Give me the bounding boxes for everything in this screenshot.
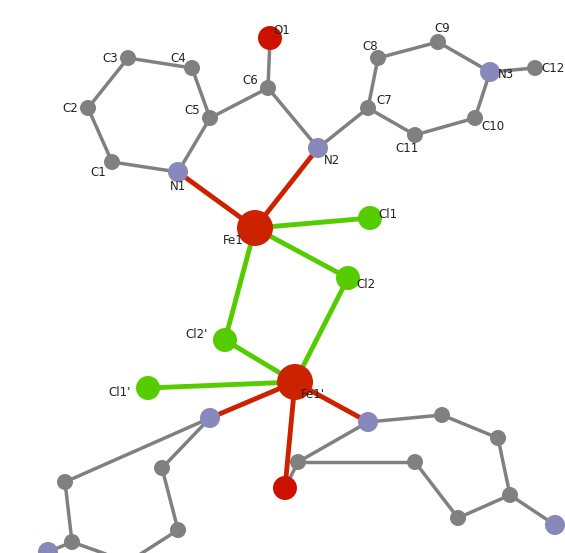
Circle shape (336, 266, 360, 290)
Circle shape (184, 60, 200, 76)
Text: N2: N2 (324, 154, 340, 166)
Text: Cl1: Cl1 (379, 207, 398, 221)
Text: C4: C4 (170, 53, 186, 65)
Text: Cl2: Cl2 (357, 278, 376, 290)
Text: C1: C1 (90, 165, 106, 179)
Circle shape (170, 522, 186, 538)
Circle shape (502, 487, 518, 503)
Text: C6: C6 (242, 74, 258, 86)
Text: O1: O1 (273, 23, 290, 36)
Text: C7: C7 (376, 93, 392, 107)
Circle shape (120, 50, 136, 66)
Circle shape (80, 100, 96, 116)
Circle shape (290, 454, 306, 470)
Circle shape (38, 542, 58, 553)
Circle shape (273, 476, 297, 500)
Circle shape (450, 510, 466, 526)
Circle shape (154, 460, 170, 476)
Text: N1: N1 (170, 180, 186, 192)
Text: C5: C5 (184, 103, 200, 117)
Circle shape (360, 100, 376, 116)
Circle shape (370, 50, 386, 66)
Circle shape (545, 515, 565, 535)
Text: Cl1': Cl1' (109, 385, 131, 399)
Circle shape (136, 376, 160, 400)
Text: C10: C10 (481, 119, 505, 133)
Circle shape (202, 110, 218, 126)
Circle shape (358, 206, 382, 230)
Text: C3: C3 (102, 51, 118, 65)
Text: C8: C8 (362, 39, 378, 53)
Text: C12: C12 (541, 61, 564, 75)
Circle shape (430, 34, 446, 50)
Text: C9: C9 (434, 23, 450, 35)
Circle shape (480, 62, 500, 82)
Circle shape (490, 430, 506, 446)
Circle shape (527, 60, 543, 76)
Circle shape (213, 328, 237, 352)
Circle shape (168, 162, 188, 182)
Text: C2: C2 (62, 102, 78, 114)
Circle shape (258, 26, 282, 50)
Circle shape (434, 407, 450, 423)
Text: N3: N3 (498, 67, 514, 81)
Circle shape (57, 474, 73, 490)
Circle shape (260, 80, 276, 96)
Circle shape (64, 534, 80, 550)
Circle shape (407, 454, 423, 470)
Circle shape (407, 127, 423, 143)
Circle shape (200, 408, 220, 428)
Circle shape (104, 154, 120, 170)
Text: Fe1': Fe1' (301, 388, 325, 400)
Text: C11: C11 (396, 143, 419, 155)
Circle shape (237, 210, 273, 246)
Circle shape (308, 138, 328, 158)
Text: Cl2': Cl2' (186, 327, 208, 341)
Circle shape (467, 110, 483, 126)
Text: Fe1: Fe1 (223, 233, 244, 247)
Circle shape (277, 364, 313, 400)
Circle shape (358, 412, 378, 432)
